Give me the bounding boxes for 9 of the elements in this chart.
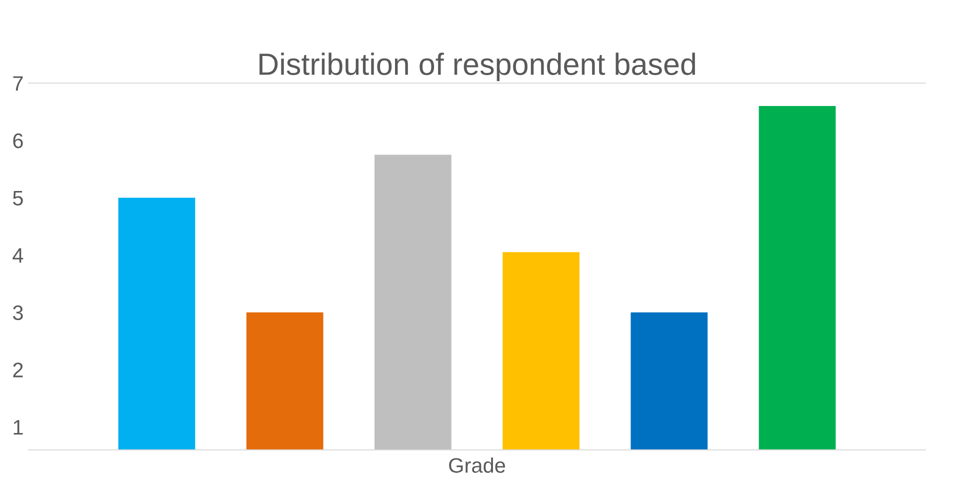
y-tick-label: 6 (13, 133, 23, 148)
y-tick-label: 3 (12, 305, 23, 320)
y-tick-label: 1 (14, 420, 23, 435)
y-tick-label: 7 (13, 76, 23, 91)
x-axis-title: Grade (449, 458, 506, 473)
y-tick-label: 5 (13, 190, 23, 206)
y-tick-label: 4 (12, 248, 24, 263)
chart-title: Distribution of respondent based (260, 52, 696, 82)
y-tick-label: 2 (13, 362, 23, 378)
